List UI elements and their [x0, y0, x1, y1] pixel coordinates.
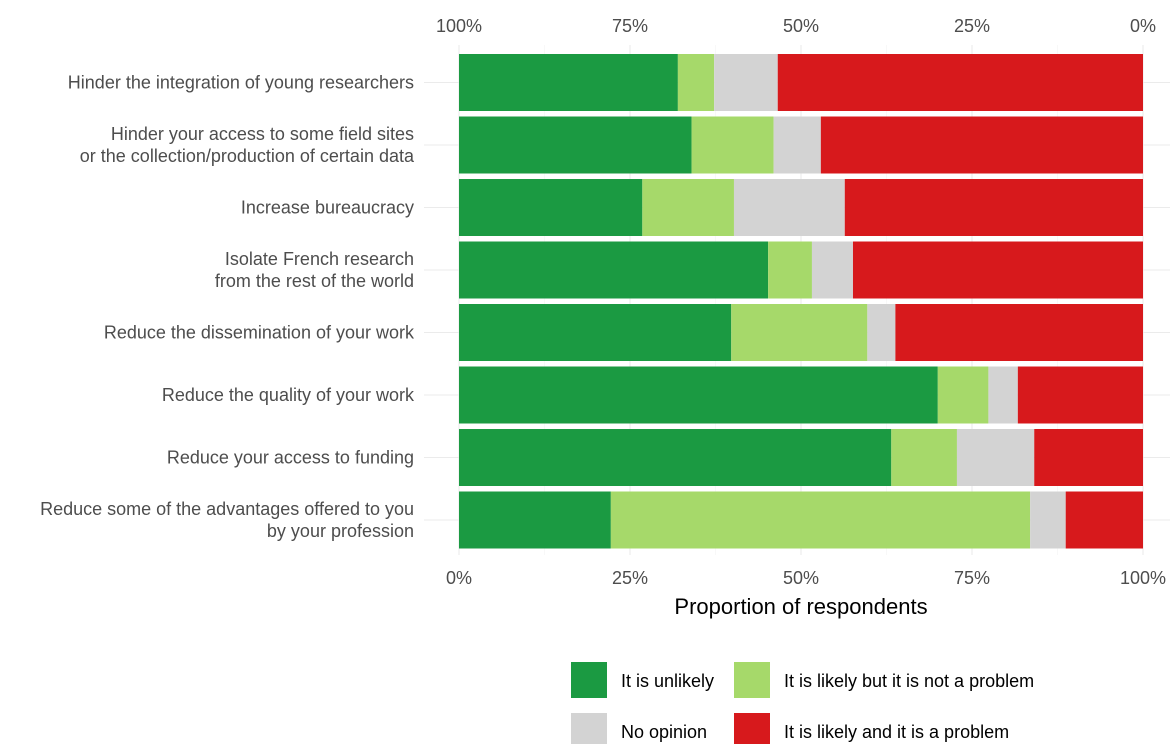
legend-label: It is likely and it is a problem [784, 722, 1009, 742]
bar-segment [691, 116, 774, 174]
bar-segment [459, 54, 678, 111]
bar-segment [459, 179, 643, 236]
bar-segment [459, 241, 769, 299]
legend-swatch [571, 662, 607, 698]
top-tick-label: 50% [783, 16, 819, 36]
bottom-tick-label: 50% [783, 568, 819, 588]
bar-segment [733, 179, 845, 236]
bar-segment [777, 54, 1143, 111]
bar-segment [1065, 491, 1143, 549]
bar-segment [773, 116, 821, 174]
top-axis-ticks: 100% 75% 50% 25% 0% [436, 16, 1156, 36]
bar-segment [1030, 491, 1066, 549]
bar-segment [956, 429, 1035, 486]
top-tick-label: 75% [612, 16, 648, 36]
bar-segment [677, 54, 715, 111]
category-label: Increase bureaucracy [241, 198, 414, 218]
bar-segment [820, 116, 1143, 174]
legend-swatch [734, 713, 770, 744]
bottom-tick-label: 100% [1120, 568, 1166, 588]
bar-segment [459, 429, 892, 486]
bar-segment [714, 54, 778, 111]
bar-segment [1017, 366, 1143, 424]
top-tick-label: 25% [954, 16, 990, 36]
top-tick-label: 0% [1130, 16, 1156, 36]
bar-segment [610, 491, 1031, 549]
legend-label: It is unlikely [621, 671, 714, 691]
bar-segment [988, 366, 1018, 424]
bottom-axis-ticks: 0% 25% 50% 75% 100% [446, 568, 1166, 588]
bar-segment [895, 304, 1143, 361]
bar-segment [459, 366, 938, 424]
bar-segment [459, 491, 611, 549]
bar-segment [867, 304, 896, 361]
category-label: Hinder your access to some field sites or… [80, 124, 415, 166]
legend-label: It is likely but it is not a problem [784, 671, 1034, 691]
bar-segment [811, 241, 853, 299]
category-label: Reduce the quality of your work [162, 385, 415, 405]
bar-segment [768, 241, 812, 299]
bar-segment [1034, 429, 1143, 486]
bottom-tick-label: 75% [954, 568, 990, 588]
category-label: Hinder the integration of young research… [68, 73, 414, 93]
legend-label: No opinion [621, 722, 707, 742]
bottom-tick-label: 0% [446, 568, 472, 588]
category-label: Reduce the dissemination of your work [104, 323, 415, 343]
legend-swatch [571, 713, 607, 744]
legend-swatch [734, 662, 770, 698]
bar-segment [459, 304, 732, 361]
bar-segment [844, 179, 1143, 236]
bar-segment [642, 179, 734, 236]
x-axis-title: Proportion of respondents [674, 594, 927, 619]
bars [459, 54, 1143, 549]
top-tick-label: 100% [436, 16, 482, 36]
bar-segment [731, 304, 868, 361]
category-label: Reduce some of the advantages offered to… [40, 499, 414, 541]
category-labels: Hinder the integration of young research… [40, 73, 415, 542]
bar-segment [937, 366, 989, 424]
bar-segment [459, 116, 692, 174]
category-label: Reduce your access to funding [167, 448, 414, 468]
category-label: Isolate French research from the rest of … [215, 249, 414, 291]
bottom-tick-label: 25% [612, 568, 648, 588]
bar-segment [852, 241, 1143, 299]
legend: It is unlikely It is likely but it is not… [571, 662, 1034, 744]
bar-segment [891, 429, 957, 486]
